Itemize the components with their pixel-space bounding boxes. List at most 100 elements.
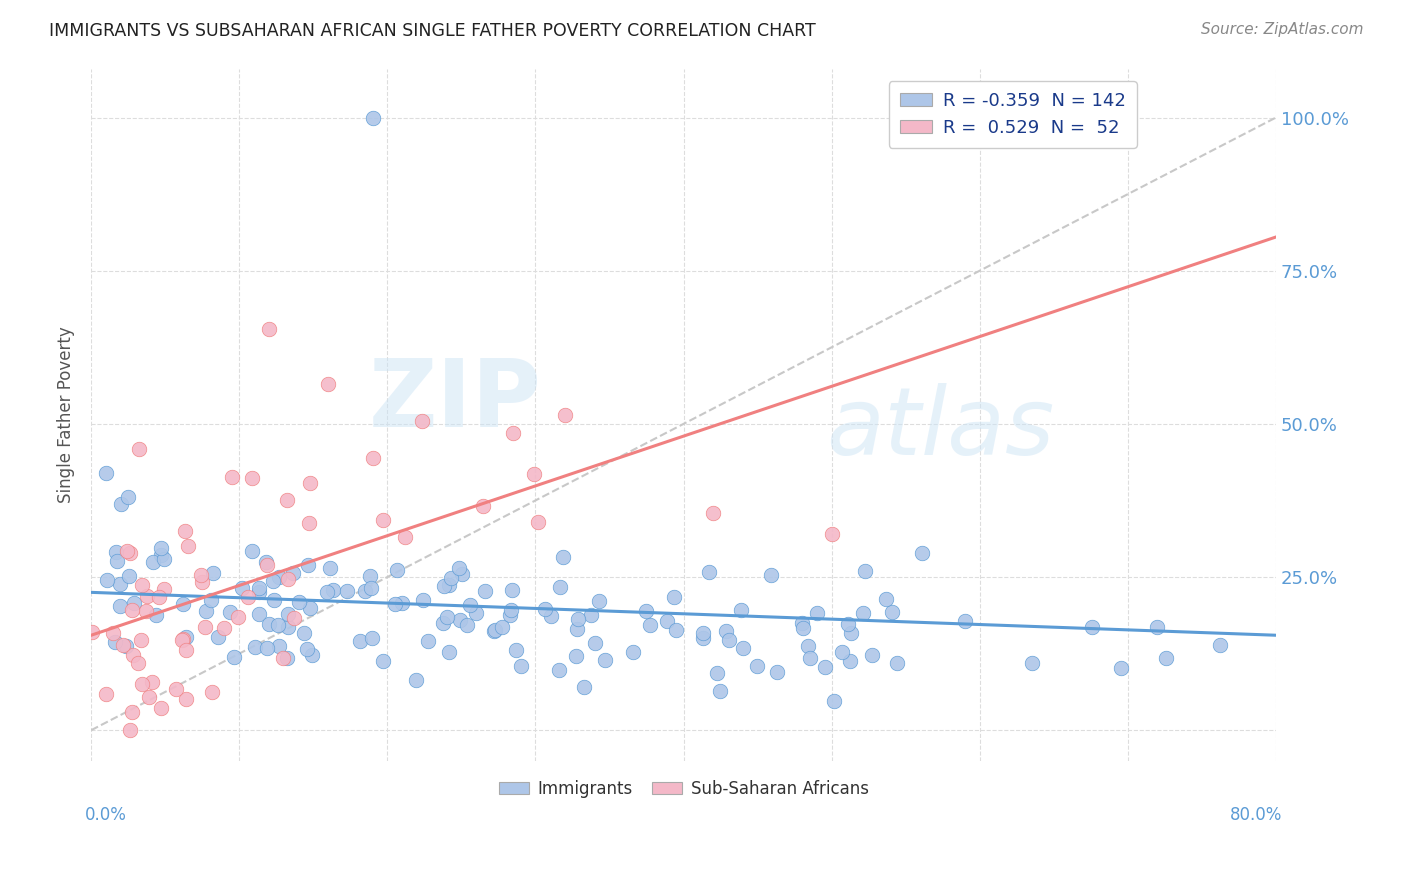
Point xyxy=(165,682,187,697)
Point xyxy=(240,471,263,485)
Text: 80.0%: 80.0% xyxy=(1229,805,1282,824)
Point xyxy=(886,657,908,671)
Point xyxy=(418,634,440,648)
Point xyxy=(267,618,290,632)
Point xyxy=(391,596,413,610)
Point xyxy=(247,582,270,596)
Point xyxy=(194,620,217,634)
Point xyxy=(202,566,225,581)
Point xyxy=(288,595,311,609)
Point xyxy=(128,442,150,456)
Point xyxy=(814,659,837,673)
Point xyxy=(692,626,714,640)
Point xyxy=(655,614,678,628)
Point xyxy=(699,565,721,579)
Point xyxy=(254,555,277,569)
Point xyxy=(149,548,172,562)
Point xyxy=(373,655,395,669)
Point xyxy=(792,615,814,630)
Point xyxy=(240,544,263,558)
Point xyxy=(101,625,124,640)
Point xyxy=(411,414,433,428)
Point xyxy=(567,622,589,636)
Point xyxy=(433,579,456,593)
Point xyxy=(200,592,222,607)
Point xyxy=(212,621,235,635)
Point xyxy=(319,561,342,575)
Point xyxy=(110,576,132,591)
Point xyxy=(1156,651,1178,665)
Point xyxy=(295,641,318,656)
Point xyxy=(118,546,141,560)
Point xyxy=(194,604,217,618)
Point xyxy=(474,584,496,599)
Point xyxy=(174,691,197,706)
Point xyxy=(316,377,339,392)
Point xyxy=(759,568,782,582)
Point xyxy=(799,651,821,665)
Point xyxy=(565,649,588,664)
Point xyxy=(276,651,298,665)
Point xyxy=(256,558,278,572)
Point xyxy=(447,561,470,575)
Point xyxy=(501,582,523,597)
Point xyxy=(837,616,859,631)
Point xyxy=(831,645,853,659)
Text: Source: ZipAtlas.com: Source: ZipAtlas.com xyxy=(1201,22,1364,37)
Point xyxy=(129,633,152,648)
Point xyxy=(131,578,153,592)
Point xyxy=(131,677,153,691)
Point xyxy=(501,602,523,616)
Point xyxy=(765,665,787,680)
Point xyxy=(190,568,212,582)
Point xyxy=(336,583,359,598)
Text: 0.0%: 0.0% xyxy=(86,805,127,824)
Point xyxy=(432,615,454,630)
Point xyxy=(595,653,617,667)
Point xyxy=(491,620,513,634)
Point xyxy=(1208,638,1230,652)
Point xyxy=(458,598,481,612)
Point xyxy=(450,566,472,581)
Point xyxy=(384,598,406,612)
Point xyxy=(437,645,460,659)
Point xyxy=(662,590,685,604)
Point xyxy=(1021,657,1043,671)
Point xyxy=(201,685,224,699)
Point xyxy=(277,620,299,634)
Text: atlas: atlas xyxy=(825,383,1054,474)
Point xyxy=(121,603,143,617)
Point xyxy=(124,596,146,610)
Point xyxy=(969,111,991,125)
Point xyxy=(299,475,322,490)
Point xyxy=(955,614,977,628)
Point xyxy=(472,500,495,514)
Point xyxy=(191,574,214,589)
Point xyxy=(527,515,550,529)
Point xyxy=(170,632,193,647)
Point xyxy=(360,582,382,596)
Point xyxy=(553,549,575,564)
Point xyxy=(394,530,416,544)
Text: ZIP: ZIP xyxy=(368,355,541,447)
Point xyxy=(298,516,321,531)
Text: IMMIGRANTS VS SUBSAHARAN AFRICAN SINGLE FATHER POVERTY CORRELATION CHART: IMMIGRANTS VS SUBSAHARAN AFRICAN SINGLE … xyxy=(49,22,815,40)
Point xyxy=(862,648,884,662)
Point xyxy=(709,683,731,698)
Point xyxy=(634,604,657,618)
Point xyxy=(121,648,143,663)
Point xyxy=(499,607,522,622)
Point xyxy=(522,467,544,481)
Point xyxy=(371,512,394,526)
Point xyxy=(1146,620,1168,634)
Point xyxy=(548,580,571,594)
Point xyxy=(315,585,337,599)
Point xyxy=(114,639,136,653)
Point xyxy=(449,613,471,627)
Point xyxy=(554,408,576,422)
Y-axis label: Single Father Poverty: Single Father Poverty xyxy=(58,326,75,503)
Point xyxy=(142,555,165,569)
Point xyxy=(464,606,486,620)
Point xyxy=(301,648,323,663)
Point xyxy=(283,611,305,625)
